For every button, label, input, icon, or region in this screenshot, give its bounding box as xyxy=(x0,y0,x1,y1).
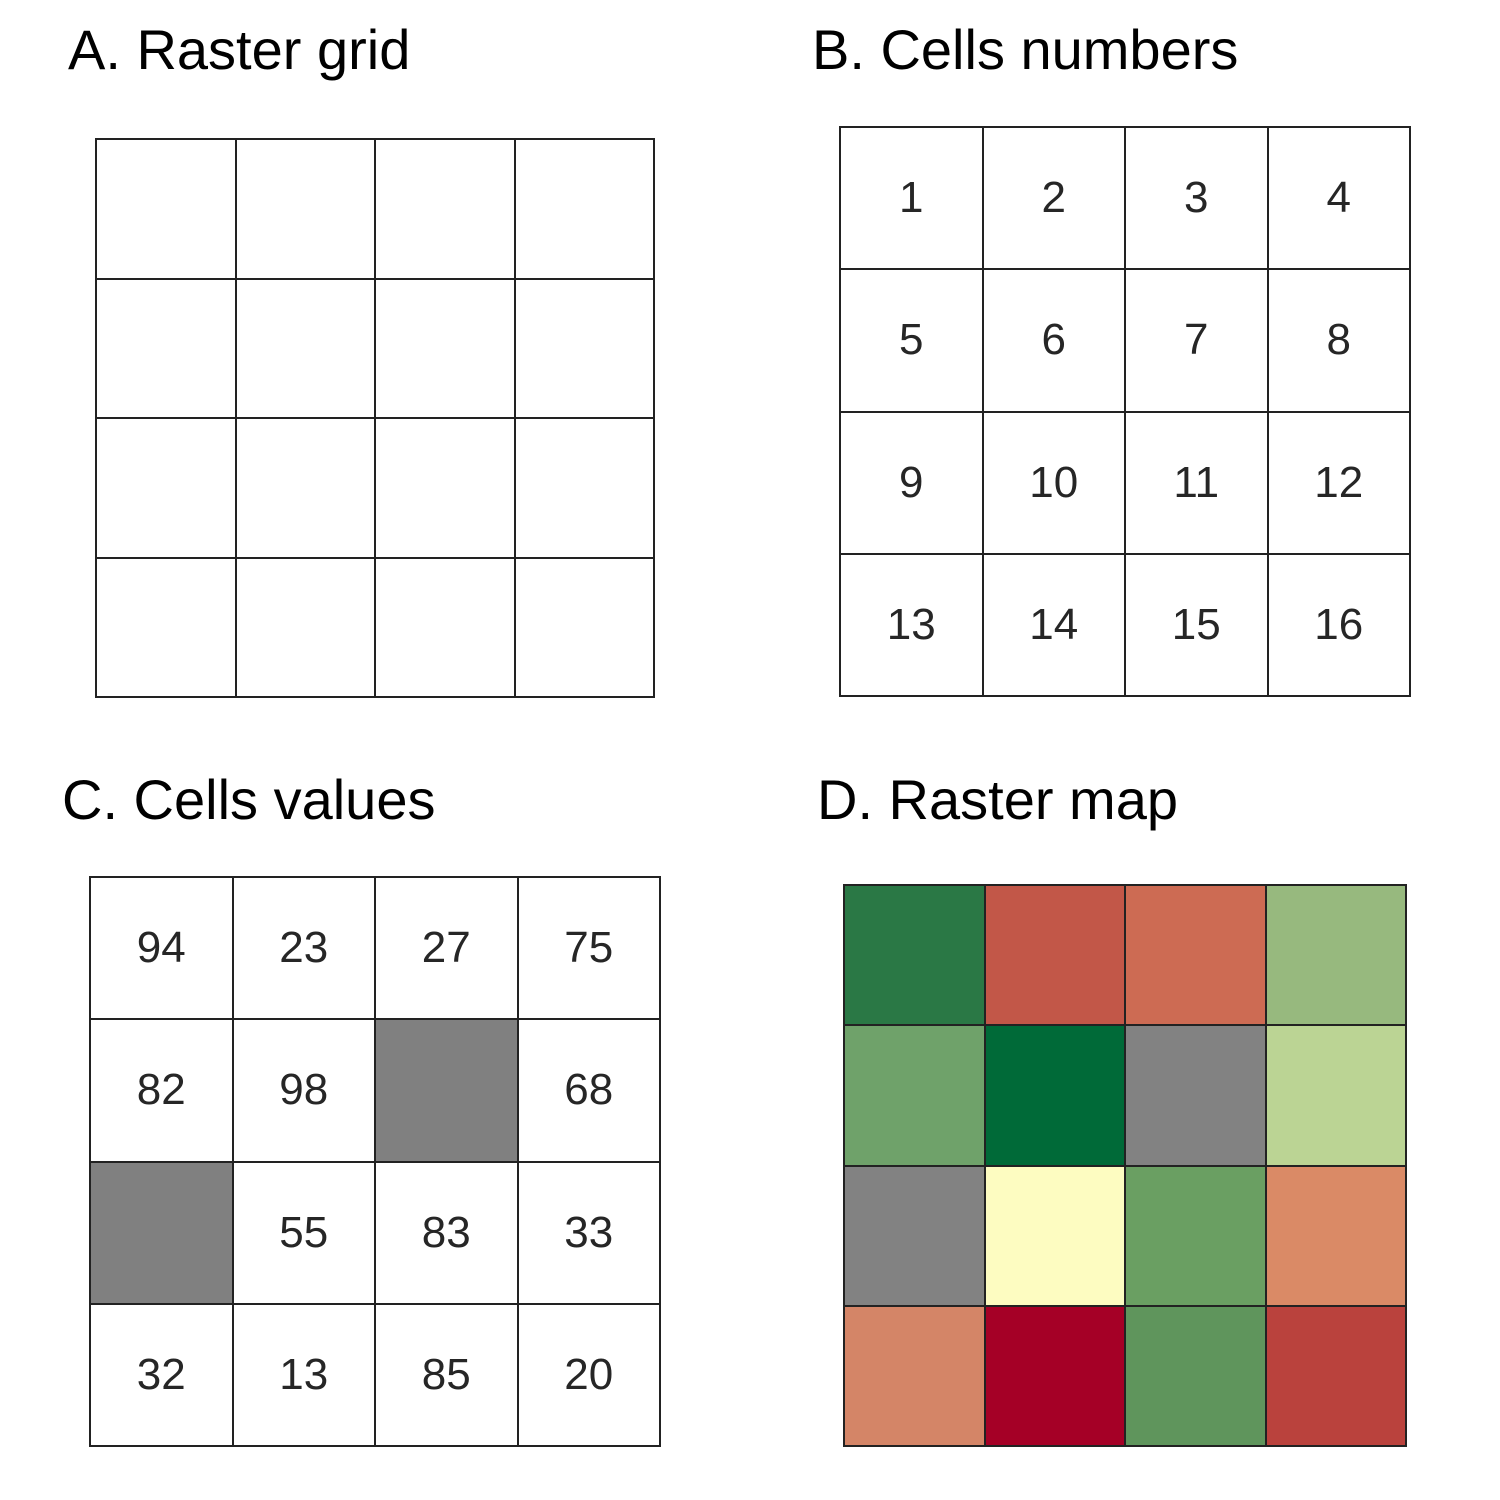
cell-number: 13 xyxy=(841,554,984,697)
raster-map-cell xyxy=(1126,1166,1267,1307)
cell-value-na xyxy=(376,1020,519,1163)
raster-map-cell xyxy=(1266,1166,1407,1307)
raster-grid-cell xyxy=(515,558,655,698)
cell-values-grid: 94 23 27 75 82 98 68 55 83 33 32 13 85 20 xyxy=(89,876,661,1447)
raster-grid xyxy=(95,138,655,698)
cell-value: 82 xyxy=(91,1020,234,1163)
cell-value: 68 xyxy=(518,1020,661,1163)
raster-grid-cell xyxy=(236,279,376,419)
raster-map-cell xyxy=(845,1306,986,1447)
raster-grid-cell xyxy=(376,140,516,280)
cell-value: 85 xyxy=(376,1304,519,1447)
cell-number: 12 xyxy=(1268,412,1411,555)
cell-number: 4 xyxy=(1268,128,1411,271)
cell-value: 94 xyxy=(91,878,234,1021)
raster-grid-cell xyxy=(236,140,376,280)
raster-map-cell xyxy=(1126,886,1267,1027)
raster-grid-cell xyxy=(376,558,516,698)
panel-d-title: D. Raster map xyxy=(817,768,1178,831)
raster-map-cell xyxy=(985,1306,1126,1447)
cell-number: 6 xyxy=(983,270,1126,413)
raster-map-grid xyxy=(843,884,1407,1447)
cell-value: 83 xyxy=(376,1162,519,1305)
cell-value: 13 xyxy=(233,1304,376,1447)
cell-number: 15 xyxy=(1126,554,1269,697)
cell-number: 9 xyxy=(841,412,984,555)
cell-value: 55 xyxy=(233,1162,376,1305)
raster-map-cell xyxy=(845,1166,986,1307)
cell-number: 3 xyxy=(1126,128,1269,271)
panel-a-title: A. Raster grid xyxy=(68,18,411,81)
raster-map-cell xyxy=(985,1166,1126,1307)
raster-map-cell xyxy=(985,886,1126,1027)
raster-grid-cell xyxy=(97,558,237,698)
cell-value: 23 xyxy=(233,878,376,1021)
raster-grid-cell xyxy=(236,419,376,559)
raster-grid-cell xyxy=(515,419,655,559)
cell-number: 11 xyxy=(1126,412,1269,555)
cell-number: 16 xyxy=(1268,554,1411,697)
cell-number: 7 xyxy=(1126,270,1269,413)
raster-grid-cell xyxy=(97,279,237,419)
cell-value: 33 xyxy=(518,1162,661,1305)
raster-grid-cell xyxy=(515,140,655,280)
panel-b-title: B. Cells numbers xyxy=(812,18,1239,81)
cell-number: 2 xyxy=(983,128,1126,271)
cell-value: 20 xyxy=(518,1304,661,1447)
panel-c-title: C. Cells values xyxy=(62,768,436,831)
cell-numbers-grid: 1 2 3 4 5 6 7 8 9 10 11 12 13 14 15 16 xyxy=(839,126,1411,697)
raster-grid-cell xyxy=(515,279,655,419)
cell-number: 10 xyxy=(983,412,1126,555)
raster-grid-cell xyxy=(376,279,516,419)
cell-number: 8 xyxy=(1268,270,1411,413)
raster-grid-cell xyxy=(97,140,237,280)
cell-number: 14 xyxy=(983,554,1126,697)
raster-grid-cell xyxy=(97,419,237,559)
raster-map-cell xyxy=(845,886,986,1027)
raster-map-cell xyxy=(985,1026,1126,1167)
raster-map-cell xyxy=(1126,1306,1267,1447)
cell-value: 98 xyxy=(233,1020,376,1163)
cell-value: 27 xyxy=(376,878,519,1021)
raster-map-cell xyxy=(845,1026,986,1167)
raster-grid-cell xyxy=(236,558,376,698)
raster-grid-cell xyxy=(376,419,516,559)
cell-number: 1 xyxy=(841,128,984,271)
raster-map-cell xyxy=(1266,1306,1407,1447)
cell-value-na xyxy=(91,1162,234,1305)
raster-map-cell xyxy=(1266,1026,1407,1167)
cell-number: 5 xyxy=(841,270,984,413)
cell-value: 75 xyxy=(518,878,661,1021)
cell-value: 32 xyxy=(91,1304,234,1447)
raster-map-cell xyxy=(1266,886,1407,1027)
raster-map-cell xyxy=(1126,1026,1267,1167)
